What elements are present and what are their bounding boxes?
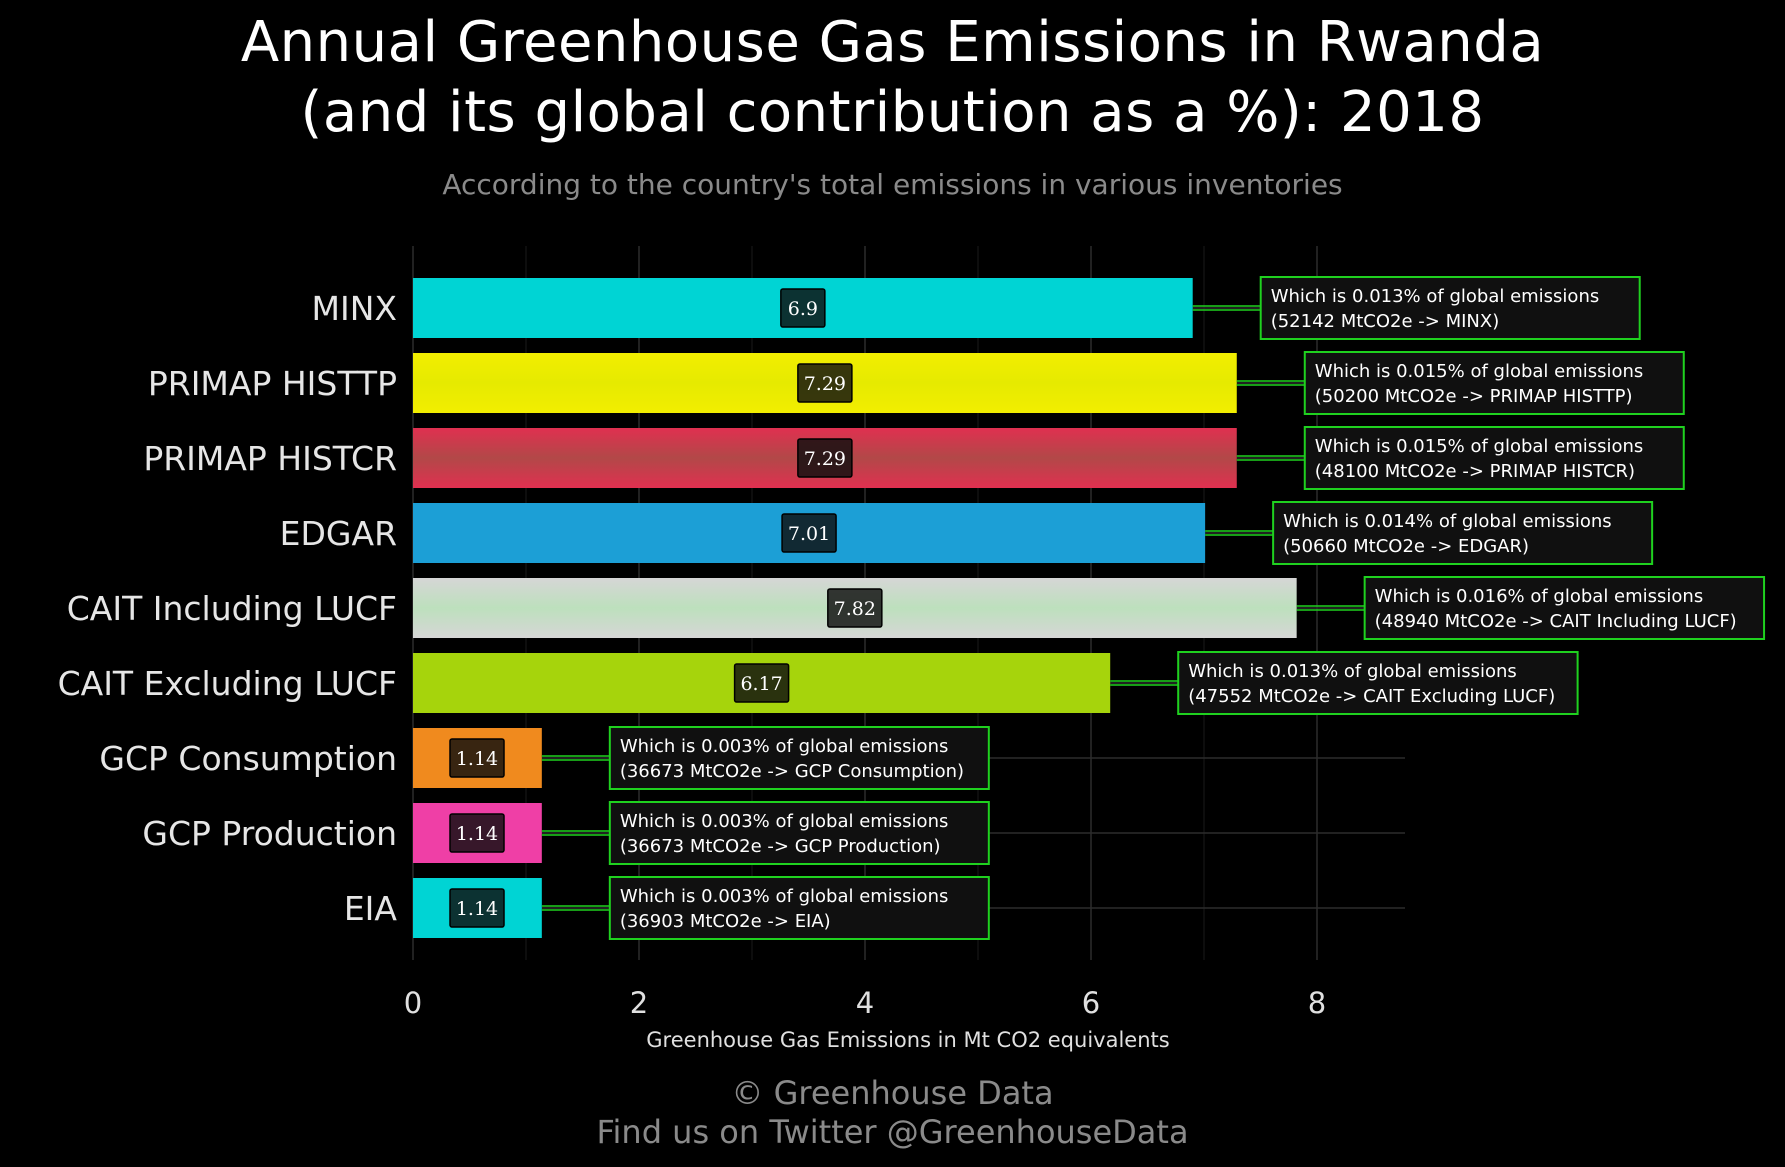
x-tick-label: 4 [856, 986, 874, 1020]
x-tick-label: 8 [1308, 986, 1326, 1020]
annotation-box [608, 801, 990, 865]
value-label: 7.29 [804, 373, 846, 395]
annotation-box [608, 876, 990, 940]
value-label-box [449, 888, 505, 928]
x-tick-label: 6 [1082, 986, 1100, 1020]
annotation-text-line1: Which is 0.014% of global emissions [1283, 511, 1612, 532]
chart-title-line1: Annual Greenhouse Gas Emissions in Rwand… [240, 10, 1545, 75]
category-label: EIA [344, 889, 398, 928]
annotation-text-line1: Which is 0.016% of global emissions [1375, 586, 1704, 607]
category-label: EDGAR [280, 514, 397, 553]
category-label: GCP Production [142, 814, 397, 853]
annotation-text-line2: (52142 MtCO2e -> MINX) [1271, 311, 1500, 332]
category-label: GCP Consumption [99, 739, 397, 778]
annotation-text-line1: Which is 0.015% of global emissions [1315, 361, 1644, 382]
category-label: CAIT Excluding LUCF [58, 664, 397, 703]
value-label-box [449, 813, 505, 853]
annotation-box [1363, 576, 1766, 640]
annotation-box [1259, 276, 1641, 340]
chart-title: Annual Greenhouse Gas Emissions in Rwand… [0, 8, 1785, 148]
annotation-text-line1: Which is 0.003% of global emissions [620, 736, 949, 757]
value-label-box [797, 363, 853, 403]
value-label: 7.29 [804, 448, 846, 470]
x-tick-label: 0 [404, 986, 422, 1020]
labels: 0 2 4 6 8 MINX 6.9 Which is 0.013% of global em… [58, 276, 1766, 1020]
annotation-text-line2: (36673 MtCO2e -> GCP Consumption) [620, 761, 964, 782]
annotation-text-line2: (47552 MtCO2e -> CAIT Excluding LUCF) [1188, 686, 1555, 707]
annotation-box [1303, 351, 1685, 415]
x-tick-label: 2 [630, 986, 648, 1020]
bars [413, 278, 1297, 938]
x-axis-title: Greenhouse Gas Emissions in Mt CO2 equiv… [646, 1028, 1169, 1052]
value-label: 1.14 [456, 823, 498, 845]
annotation-box [1303, 426, 1685, 490]
value-label: 1.14 [456, 748, 498, 770]
annotation-box [1272, 501, 1654, 565]
annotation-text-line1: Which is 0.013% of global emissions [1188, 661, 1517, 682]
annotation-text-line1: Which is 0.013% of global emissions [1271, 286, 1600, 307]
annotation-text-line1: Which is 0.003% of global emissions [620, 811, 949, 832]
footer-copyright: © Greenhouse Data [731, 1074, 1054, 1112]
annotation-text-line2: (36903 MtCO2e -> EIA) [620, 911, 831, 932]
footer-twitter: Find us on Twitter @GreenhouseData [596, 1113, 1189, 1151]
chart-subtitle: According to the country's total emissio… [442, 168, 1343, 201]
value-label: 1.14 [456, 898, 498, 920]
value-label: 6.9 [788, 298, 818, 320]
chart-title-line2: (and its global contribution as a %): 20… [300, 80, 1485, 145]
annotation-box [1177, 651, 1579, 715]
value-label-box [827, 588, 883, 628]
value-label-box [733, 663, 790, 703]
annotation-text-line2: (50660 MtCO2e -> EDGAR) [1283, 536, 1529, 557]
category-label: MINX [312, 289, 398, 328]
annotation-box [608, 726, 990, 790]
value-label: 7.82 [834, 598, 876, 620]
annotation-text-line2: (50200 MtCO2e -> PRIMAP HISTTP) [1315, 386, 1633, 407]
annotation-text-line2: (48940 MtCO2e -> CAIT Including LUCF) [1375, 611, 1737, 632]
category-label: CAIT Including LUCF [67, 589, 397, 628]
annotation-text-line2: (48100 MtCO2e -> PRIMAP HISTCR) [1315, 461, 1635, 482]
value-label-box [449, 738, 505, 778]
annotation-text-line1: Which is 0.015% of global emissions [1315, 436, 1644, 457]
category-label: PRIMAP HISTCR [143, 439, 397, 478]
value-label: 7.01 [788, 523, 830, 545]
annotation-text-line1: Which is 0.003% of global emissions [620, 886, 949, 907]
category-label: PRIMAP HISTTP [148, 364, 397, 403]
value-label-box [797, 438, 853, 478]
value-label-box [781, 513, 837, 553]
value-label: 6.17 [740, 673, 782, 695]
value-label-box [780, 288, 826, 328]
annotation-text-line2: (36673 MtCO2e -> GCP Production) [620, 836, 941, 857]
